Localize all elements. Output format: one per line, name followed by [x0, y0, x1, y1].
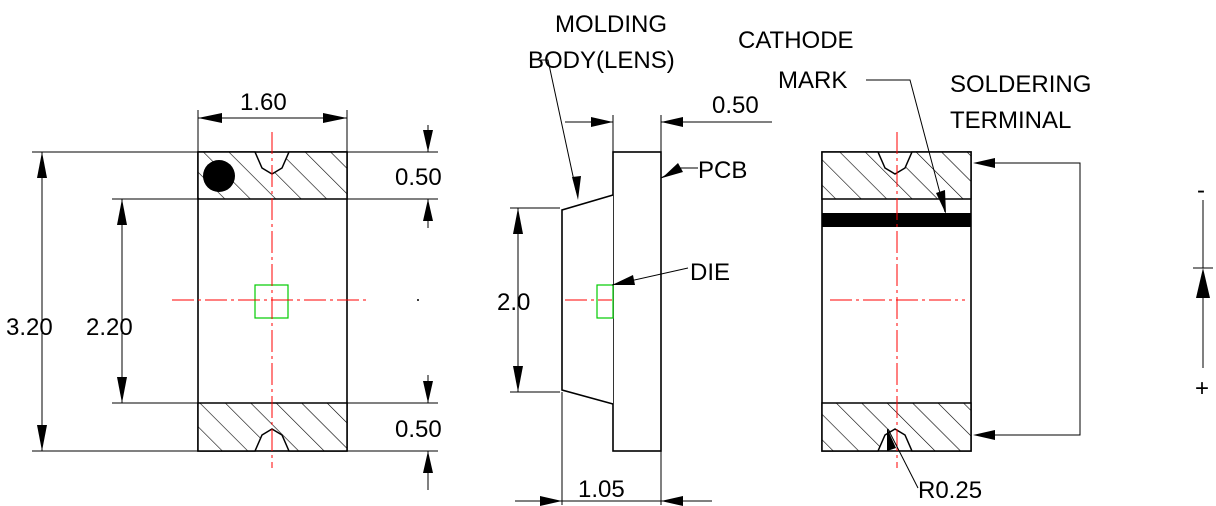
front-view: 1.60 3.20 2.20 0.50 0.50: [6, 89, 442, 490]
terminal-top-arrow-up: [423, 130, 433, 152]
molding-leader-arrow: [572, 176, 581, 200]
depth-arrow-left: [540, 496, 562, 506]
molding-label-line2: BODY(LENS): [528, 47, 675, 74]
cathode-leader: [866, 79, 946, 213]
radius-label: R0.25: [918, 477, 982, 504]
die-leader-arrow: [612, 275, 635, 285]
soldering-bracket: [975, 162, 1081, 436]
pcb-dim-arrow-right: [661, 117, 683, 127]
width-arrow-right: [323, 113, 347, 123]
depth-arrow-right: [661, 496, 683, 506]
pcb-dim-arrow-left: [591, 117, 613, 127]
dim-lens-height-label: 2.0: [497, 289, 530, 316]
pcb-label: PCB: [698, 157, 747, 184]
soldering-arrow-bottom: [973, 430, 995, 440]
dim-total-depth-label: 1.05: [578, 476, 625, 503]
side-pcb: [612, 151, 662, 452]
polarity-minus-label: -: [1197, 177, 1205, 204]
terminal-top-arrow-down: [423, 199, 433, 221]
polarity-arrow: [1196, 268, 1210, 298]
side-die: [596, 284, 614, 319]
cathode-label-line2: MARK: [778, 67, 847, 94]
polarity-symbol: - +: [1193, 177, 1213, 402]
front-center-dot: [417, 299, 419, 301]
dim-pcb-thickness-label: 0.50: [712, 92, 759, 119]
terminal-bottom-arrow-down: [423, 451, 433, 473]
molding-label-line1: MOLDING: [555, 11, 667, 38]
back-bottom-terminal: [821, 402, 972, 452]
die-label: DIE: [690, 259, 730, 286]
dim-terminal-bottom-label: 0.50: [395, 416, 442, 443]
front-cathode-dot: [203, 160, 235, 192]
radius-leader-arrow: [887, 428, 896, 451]
side-lens: [561, 194, 614, 405]
height-inner-arrow-top: [117, 199, 127, 225]
lens-height-arrow-bottom: [513, 366, 523, 392]
dim-terminal-top-label: 0.50: [395, 164, 442, 191]
cathode-leader-arrow: [936, 190, 946, 214]
polarity-plus-label: +: [1195, 375, 1209, 402]
cathode-label-line1: CATHODE: [738, 27, 854, 54]
width-arrow-left: [198, 113, 222, 123]
soldering-label-line2: TERMINAL: [950, 107, 1071, 134]
pcb-leader-arrow: [662, 163, 683, 178]
molding-leader: [538, 59, 577, 191]
side-view: 0.50 MOLDING BODY(LENS) PCB DIE 2.0 1.05: [497, 11, 772, 506]
radius-leader: [887, 428, 919, 489]
dim-width-label: 1.60: [240, 89, 287, 116]
front-bottom-terminal: [197, 402, 348, 452]
height-total-arrow-bottom: [37, 425, 47, 451]
lens-height-arrow-top: [513, 208, 523, 234]
dim-height-inner-label: 2.20: [86, 314, 133, 341]
soldering-arrow-top: [973, 158, 995, 168]
height-total-arrow-top: [37, 152, 47, 178]
soldering-label-line1: SOLDERING: [950, 71, 1091, 98]
dim-height-total-label: 3.20: [6, 314, 53, 341]
height-inner-arrow-bottom: [117, 377, 127, 403]
back-view: CATHODE MARK SOLDERING TERMINAL R0.25: [738, 27, 1091, 504]
terminal-bottom-arrow-up: [423, 381, 433, 403]
